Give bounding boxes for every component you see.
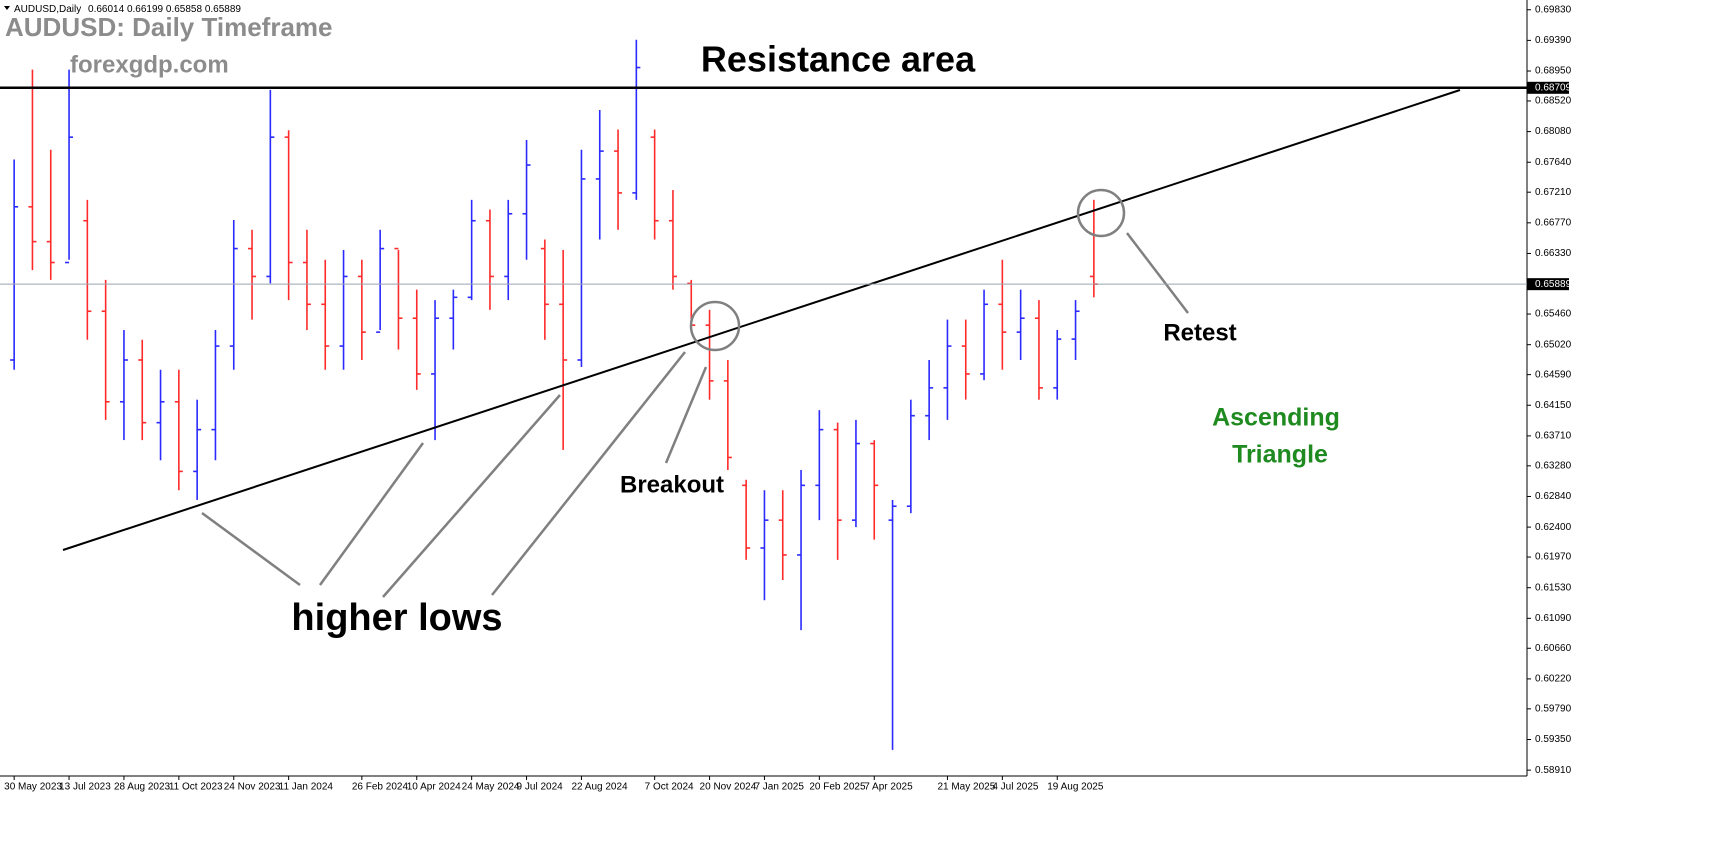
y-tick-label: 0.67210: [1535, 187, 1572, 198]
annotation: Resistance area: [701, 39, 976, 80]
pattern-label: Ascending: [1212, 404, 1340, 432]
ohlc-value: 0.66199: [127, 4, 164, 15]
y-tick-label: 0.62840: [1535, 491, 1572, 502]
x-tick-label: 7 Jan 2025: [754, 782, 804, 793]
y-tick-label: 0.62400: [1535, 522, 1572, 533]
y-tick-label: 0.68080: [1535, 126, 1572, 137]
x-tick-label: 9 Jul 2024: [517, 782, 564, 793]
annotation: Breakout: [620, 471, 724, 498]
x-tick-label: 24 May 2024: [462, 782, 520, 793]
y-tick-label: 0.64590: [1535, 369, 1572, 380]
price-tag: [1527, 81, 1569, 94]
annotation: Retest: [1163, 319, 1236, 346]
x-tick-label: 7 Apr 2025: [864, 782, 913, 793]
y-tick-label: 0.69830: [1535, 4, 1572, 15]
y-tick-label: 0.58910: [1535, 765, 1572, 776]
x-tick-label: 11 Oct 2023: [169, 782, 223, 793]
y-tick-label: 0.66330: [1535, 248, 1572, 259]
x-tick-label: 10 Apr 2024: [407, 782, 461, 793]
pattern-label: Triangle: [1232, 441, 1328, 469]
y-tick-label: 0.67640: [1535, 157, 1572, 168]
price-tag-label: 0.68709: [1535, 82, 1572, 93]
y-tick-label: 0.60220: [1535, 674, 1572, 685]
price-tag: [1527, 278, 1569, 291]
x-tick-label: 26 Feb 2024: [352, 782, 409, 793]
pointer: [318, 442, 425, 586]
x-tick-label: 20 Feb 2025: [809, 782, 866, 793]
annotation: higher lows: [291, 597, 502, 639]
y-tick-label: 0.65020: [1535, 339, 1572, 350]
x-tick-label: 30 May 2023: [4, 782, 62, 793]
highlight-circle: [689, 300, 741, 352]
y-tick-label: 0.66770: [1535, 217, 1572, 228]
y-tick-label: 0.69390: [1535, 35, 1572, 46]
chart-title: AUDUSD: Daily Timeframe: [5, 12, 333, 42]
y-tick-label: 0.59790: [1535, 703, 1572, 714]
y-tick-label: 0.61970: [1535, 552, 1572, 563]
pointer: [491, 351, 686, 596]
pointer: [1126, 232, 1189, 314]
y-tick-label: 0.63280: [1535, 460, 1572, 471]
x-tick-label: 22 Aug 2024: [571, 782, 628, 793]
pointers: [201, 232, 1189, 598]
x-tick-label: 20 Nov 2024: [700, 782, 757, 793]
y-tick-label: 0.68520: [1535, 96, 1572, 107]
y-tick-label: 0.61530: [1535, 582, 1572, 593]
trend-line: [62, 89, 1461, 551]
price-tag-label: 0.65889: [1535, 279, 1572, 290]
x-tick-label: 28 Aug 2023: [114, 782, 171, 793]
y-tick-label: 0.68950: [1535, 66, 1572, 77]
pointer: [201, 511, 301, 587]
y-tick-label: 0.65460: [1535, 309, 1572, 320]
x-tick-label: 24 Nov 2023: [224, 782, 281, 793]
ohlc-value: 0.65858: [166, 4, 203, 15]
x-tick-label: 11 Jan 2024: [279, 782, 334, 793]
pointer: [382, 394, 561, 598]
menu-arrow: [4, 6, 10, 10]
x-tick-label: 7 Oct 2024: [645, 782, 694, 793]
y-tick-label: 0.59350: [1535, 734, 1572, 745]
pointer: [664, 366, 708, 464]
y-tick-label: 0.64150: [1535, 400, 1572, 411]
bars: [10, 39, 1098, 750]
x-tick-label: 4 Jul 2025: [992, 782, 1039, 793]
ohlc-value: 0.65889: [205, 4, 242, 15]
y-tick-label: 0.60660: [1535, 643, 1572, 654]
x-tick-label: 21 May 2025: [937, 782, 995, 793]
chart-subtitle: forexgdp.com: [70, 51, 229, 78]
highlight-circle: [1076, 188, 1126, 238]
y-tick-label: 0.63710: [1535, 431, 1572, 442]
symbol: AUDUSD,Daily: [14, 4, 81, 15]
x-tick-label: 13 Jul 2023: [59, 782, 111, 793]
symbol-info: AUDUSD,Daily 0.66014 0.66199 0.65858 0.6…: [14, 4, 241, 15]
x-tick-label: 19 Aug 2025: [1047, 782, 1104, 793]
ohlc-value: 0.66014: [88, 4, 125, 15]
y-tick-label: 0.61090: [1535, 613, 1572, 624]
